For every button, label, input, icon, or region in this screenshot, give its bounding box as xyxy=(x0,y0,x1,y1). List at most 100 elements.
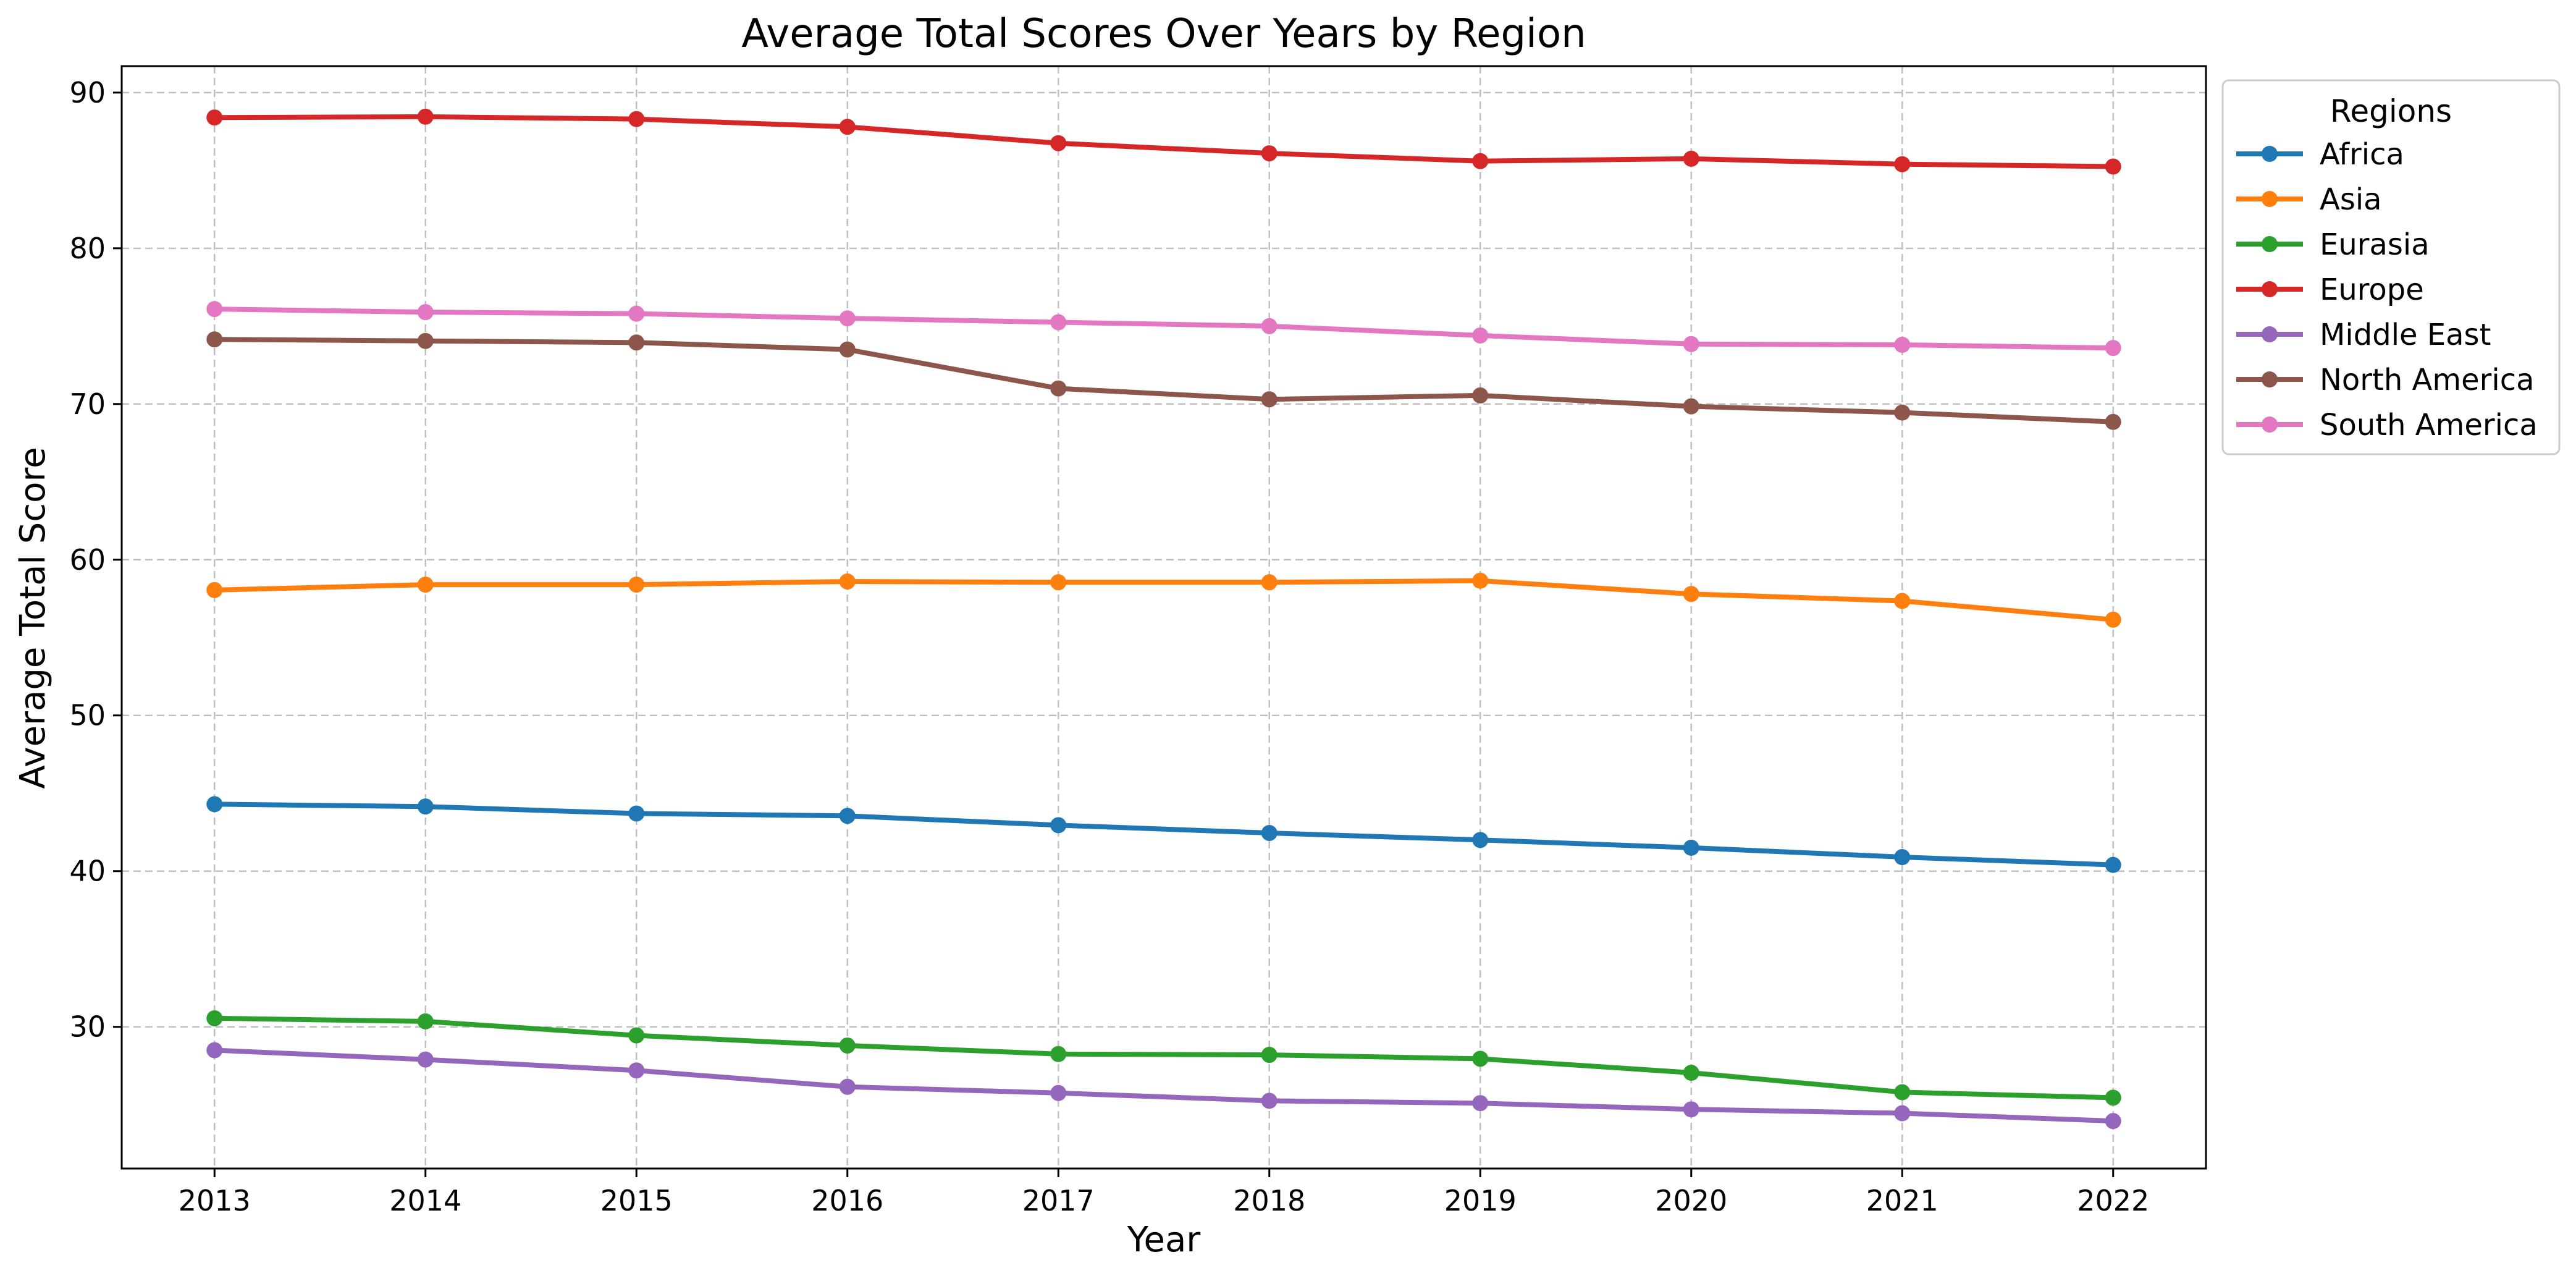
data-point-asia xyxy=(628,577,645,593)
data-point-europe xyxy=(839,119,856,135)
series-line-asia xyxy=(212,578,2116,622)
data-point-middle-east xyxy=(1261,1093,1277,1109)
data-point-asia xyxy=(417,577,434,593)
legend-item-africa: Africa xyxy=(2236,137,2404,172)
data-point-north-america xyxy=(839,341,856,358)
data-point-asia xyxy=(1261,574,1277,591)
series-line-eurasia xyxy=(212,1015,2116,1101)
series-line-north-america xyxy=(212,337,2116,425)
data-point-eurasia xyxy=(206,1010,223,1026)
data-point-europe xyxy=(2105,158,2121,175)
data-point-asia xyxy=(1472,572,1489,589)
data-point-south-america xyxy=(1683,336,1699,352)
legend-label: Africa xyxy=(2320,137,2404,172)
data-point-africa xyxy=(206,796,223,813)
legend-swatch-marker xyxy=(2262,281,2278,297)
data-point-eurasia xyxy=(628,1027,645,1044)
y-tick-label: 80 xyxy=(69,232,106,265)
data-point-north-america xyxy=(417,332,434,349)
data-point-middle-east xyxy=(206,1042,223,1059)
axis-ticks: 2013 2014 2015 2016 2017 2018 2019 2020 2021 2022… xyxy=(69,76,2149,1217)
data-point-south-america xyxy=(628,305,645,322)
legend: Regions Africa Asia Eurasia Europe Middle Eas… xyxy=(2221,79,2561,455)
y-tick-label: 40 xyxy=(69,855,106,888)
data-point-africa xyxy=(1050,817,1067,834)
legend-label: Middle East xyxy=(2320,318,2491,352)
x-tick-label: 2014 xyxy=(389,1184,461,1217)
data-point-middle-east xyxy=(417,1051,434,1068)
data-point-north-america xyxy=(1050,380,1067,397)
data-point-middle-east xyxy=(839,1078,856,1095)
data-point-africa xyxy=(1261,824,1277,841)
data-point-middle-east xyxy=(1894,1105,1911,1122)
data-point-middle-east xyxy=(2105,1113,2121,1130)
data-point-africa xyxy=(839,808,856,824)
legend-item-asia: Asia xyxy=(2236,182,2382,217)
data-point-eurasia xyxy=(1683,1065,1699,1081)
x-tick-label: 2013 xyxy=(179,1184,251,1217)
data-point-africa xyxy=(417,798,434,815)
data-point-middle-east xyxy=(1472,1095,1489,1112)
series-group xyxy=(206,108,2121,1130)
chart-title: Average Total Scores Over Years by Regio… xyxy=(741,11,1586,57)
data-point-south-america xyxy=(1472,327,1489,344)
data-point-eurasia xyxy=(1472,1051,1489,1067)
y-tick-label: 90 xyxy=(69,76,106,109)
x-tick-label: 2022 xyxy=(2077,1184,2149,1217)
y-tick-label: 50 xyxy=(69,699,106,732)
x-tick-label: 2016 xyxy=(811,1184,883,1217)
legend-item-middle-east: Middle East xyxy=(2236,318,2491,352)
series-line-europe xyxy=(212,114,2116,169)
legend-item-europe: Europe xyxy=(2236,273,2424,307)
x-tick-label: 2021 xyxy=(1866,1184,1938,1217)
legend-swatch-marker xyxy=(2262,236,2278,252)
legend-swatch-marker xyxy=(2262,416,2278,433)
data-point-north-america xyxy=(1472,387,1489,404)
series-middle-east xyxy=(206,1042,2121,1130)
legend-swatch-marker xyxy=(2262,371,2278,387)
data-point-asia xyxy=(1050,574,1067,591)
legend-item-south-america: South America xyxy=(2236,408,2538,442)
data-point-europe xyxy=(1050,135,1067,151)
data-point-south-america xyxy=(206,301,223,318)
series-africa xyxy=(206,796,2121,873)
data-point-europe xyxy=(1683,150,1699,167)
legend-swatch-marker xyxy=(2262,326,2278,342)
legend-label: Eurasia xyxy=(2320,227,2430,262)
y-tick-label: 70 xyxy=(69,387,106,421)
grid-lines xyxy=(122,66,2206,1169)
data-point-north-america xyxy=(2105,413,2121,430)
legend-label: North America xyxy=(2320,363,2535,397)
data-point-north-america xyxy=(1894,404,1911,421)
legend-box xyxy=(2221,79,2561,455)
data-point-europe xyxy=(1472,153,1489,169)
data-point-south-america xyxy=(839,310,856,327)
data-point-europe xyxy=(1894,156,1911,172)
x-tick-label: 2018 xyxy=(1233,1184,1305,1217)
legend-swatch-marker xyxy=(2262,191,2278,207)
data-point-north-america xyxy=(1683,398,1699,415)
data-point-europe xyxy=(206,109,223,126)
data-point-asia xyxy=(1894,593,1911,609)
data-point-north-america xyxy=(206,331,223,348)
series-europe xyxy=(206,108,2121,175)
data-point-south-america xyxy=(417,304,434,321)
x-tick-label: 2019 xyxy=(1444,1184,1517,1217)
legend-label: Asia xyxy=(2320,182,2382,217)
data-point-middle-east xyxy=(1050,1084,1067,1101)
legend-item-eurasia: Eurasia xyxy=(2236,227,2430,262)
data-point-asia xyxy=(1683,586,1699,602)
legend-title: Regions xyxy=(2330,93,2452,129)
data-point-south-america xyxy=(2105,340,2121,357)
y-tick-label: 60 xyxy=(69,543,106,577)
legend-item-north-america: North America xyxy=(2236,363,2535,397)
data-point-north-america xyxy=(1261,391,1277,408)
data-point-asia xyxy=(206,581,223,598)
legend-label: Europe xyxy=(2320,273,2424,307)
data-point-europe xyxy=(417,108,434,125)
data-point-eurasia xyxy=(839,1037,856,1054)
data-point-middle-east xyxy=(1683,1101,1699,1118)
data-point-eurasia xyxy=(1894,1084,1911,1101)
x-tick-label: 2020 xyxy=(1655,1184,1727,1217)
